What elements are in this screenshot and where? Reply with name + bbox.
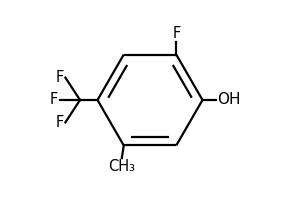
Text: OH: OH (217, 92, 241, 108)
Text: F: F (56, 115, 64, 130)
Text: CH₃: CH₃ (108, 159, 135, 174)
Text: F: F (50, 92, 58, 108)
Text: F: F (172, 26, 180, 41)
Text: F: F (56, 70, 64, 85)
